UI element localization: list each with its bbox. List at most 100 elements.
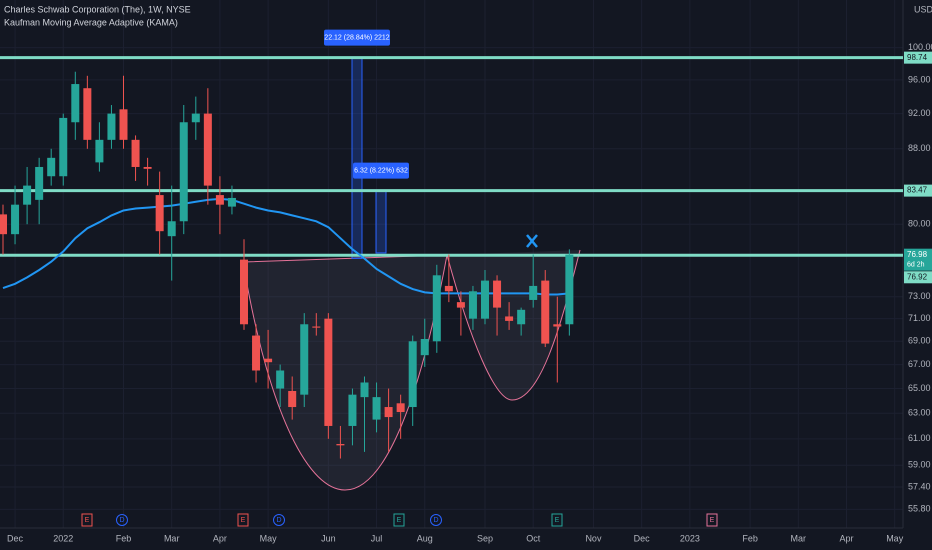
event-icon [237,513,249,527]
cup-curve [242,254,448,491]
candle-body [83,88,92,140]
currency: USD [914,4,932,14]
event-label: E [397,517,402,524]
x-marker-stroke [526,234,538,248]
event-icon [706,513,718,527]
candle-body [384,407,393,418]
candle-body [252,335,261,371]
x-tick-label: Apr [213,533,227,543]
x-tick-label: May [886,533,904,543]
x-tick-label: Aug [417,533,433,543]
candle-body [432,275,441,342]
indicator-name: Kaufman Moving Average Adaptive (KAMA) [4,17,178,27]
y-tick-label: 63.00 [908,408,931,418]
y-tick-label: 96.00 [908,74,931,84]
x-tick-label: Mar [791,533,807,543]
x-tick-label: Dec [634,533,651,543]
x-tick-label: 2023 [680,533,700,543]
x-tick-label: Nov [585,533,602,543]
event-icon [116,514,128,526]
x-tick-label: Feb [116,533,132,543]
candle-body [408,341,417,408]
candle-body [565,254,574,325]
candle-body [360,382,369,398]
y-tick-label: 65.00 [908,383,931,393]
candle-body [179,122,188,222]
level-price-box [904,51,932,64]
event-icon [273,514,285,526]
candle-body [35,166,44,200]
x-tick-label: Apr [839,533,853,543]
event-label: D [433,517,438,524]
x-tick-label: Mar [164,533,180,543]
x-tick-label: 2022 [53,533,73,543]
x-tick-label: Jun [321,533,336,543]
countdown: 6d 2h [907,262,925,269]
candle-body [107,113,116,140]
x-tick-label: Oct [526,533,541,543]
candle-body [493,280,502,308]
candle-body [312,326,321,328]
event-label: D [276,517,281,524]
y-tick-label: 100.00 [908,42,932,52]
candle-body [300,324,309,395]
y-tick-label: 80.00 [908,219,931,229]
candle-body [0,214,7,235]
x-tick-label: May [260,533,278,543]
candle-body [553,324,562,327]
y-tick-label: 88.00 [908,143,931,153]
candle-body [191,113,200,123]
measure-label: 6.32 (8.22%) 632 [354,167,408,174]
event-icon [430,514,442,526]
level-price-label: 98.74 [907,53,928,62]
candle-body [203,113,212,186]
candle-body [215,195,224,205]
event-label: E [241,517,246,524]
x-tick-label: Sep [477,533,493,543]
candle-body [336,444,345,446]
event-label: D [119,517,124,524]
y-tick-label: 73.00 [908,291,931,301]
candle-body [468,291,477,319]
event-icon [551,513,563,527]
candle-body [505,316,514,321]
y-tick-label: 92.00 [908,108,931,118]
candle-body [444,285,453,292]
candle-body [541,280,550,344]
y-tick-label: 59.00 [908,460,931,470]
candle-body [95,139,104,163]
x-tick-label: Dec [7,533,24,543]
y-tick-label: 55.80 [908,504,931,514]
measure-range [351,57,363,259]
event-label: E [555,517,560,524]
candle-body [23,185,32,205]
level-price-box [904,271,932,284]
level-price-box [904,184,932,197]
level-price-label: 83.47 [907,186,928,195]
candle-body [372,397,381,420]
candle-body [420,338,429,356]
candle-body [71,84,80,123]
candle-body [167,221,176,237]
y-tick-label: 69.00 [908,336,931,346]
y-tick-label: 61.00 [908,433,931,443]
measure-label-box [353,162,409,179]
measure-label: 22.12 (28.84%) 2212 [324,34,389,41]
candle-body [240,259,248,325]
event-label: E [85,517,90,524]
x-tick-label: Jul [371,533,383,543]
candle-body [529,285,538,300]
level-price-label: 76.92 [907,272,928,281]
candle-body [119,109,128,140]
last-price-label: 76.98 [907,250,928,259]
measure-label-box [324,29,390,46]
candle-body [288,390,297,408]
candle-body [155,195,164,232]
y-tick-label: 67.00 [908,359,931,369]
x-tick-label: Feb [742,533,758,543]
candle-body [517,309,526,325]
last-price-box [904,248,932,271]
